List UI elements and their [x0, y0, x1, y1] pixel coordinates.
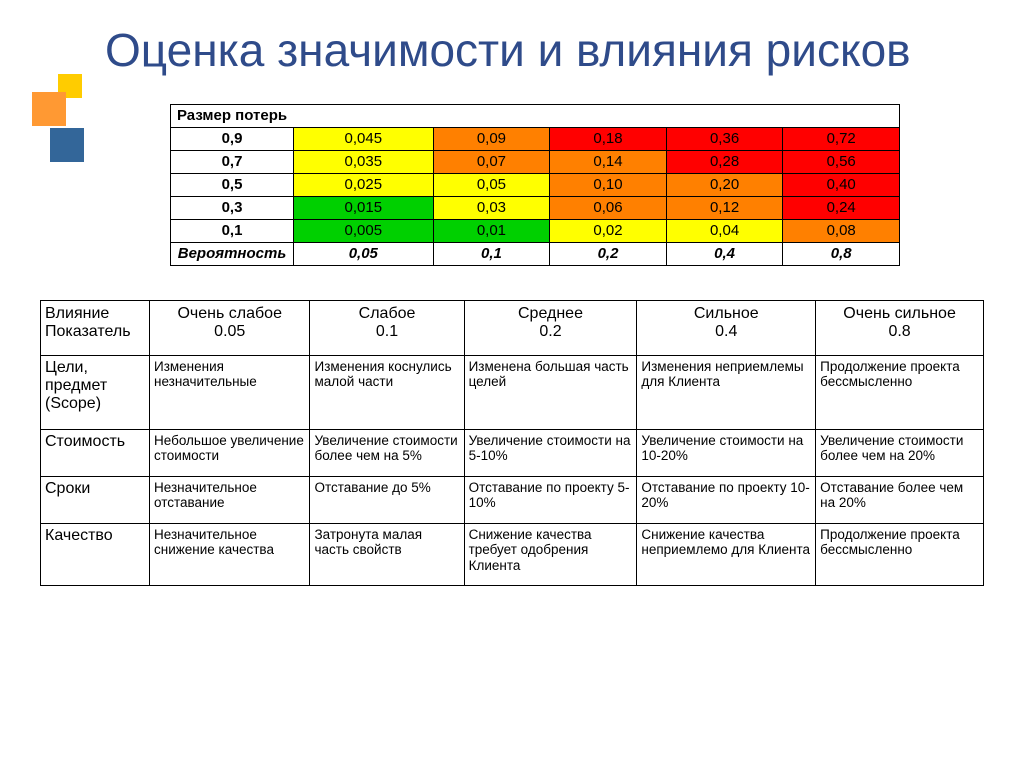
- impact-cell: Увеличение стоимости более чем на 20%: [816, 429, 984, 476]
- impact-corner: ВлияниеПоказатель: [41, 300, 150, 355]
- heatmap-cell: 0,18: [550, 127, 667, 150]
- page-title: Оценка значимости и влияния рисков: [105, 25, 1004, 76]
- impact-cell: Отставание по проекту 10-20%: [637, 476, 816, 523]
- impact-cell: Увеличение стоимости более чем на 5%: [310, 429, 464, 476]
- impact-cell: Незначительное отставание: [150, 476, 310, 523]
- heatmap-row-loss: 0,1: [171, 219, 294, 242]
- impact-cell: Отставание до 5%: [310, 476, 464, 523]
- heatmap-header-label: Размер потерь: [171, 104, 900, 127]
- impact-cell: Изменена большая часть целей: [464, 355, 637, 429]
- heatmap-cell: 0,36: [666, 127, 783, 150]
- heatmap-prob-col: 0,4: [666, 242, 783, 265]
- decor-square-orange: [32, 92, 66, 126]
- impact-cell: Изменения незначительные: [150, 355, 310, 429]
- heatmap-prob-col: 0,05: [294, 242, 434, 265]
- heatmap-prob-col: 0,1: [433, 242, 550, 265]
- heatmap-cell: 0,08: [783, 219, 900, 242]
- heatmap-row-loss: 0,9: [171, 127, 294, 150]
- impact-row-label: Цели, предмет (Scope): [41, 355, 150, 429]
- impact-col-header: Очень сильное0.8: [816, 300, 984, 355]
- heatmap-prob-col: 0,2: [550, 242, 667, 265]
- heatmap-cell: 0,40: [783, 173, 900, 196]
- heatmap-row-loss: 0,3: [171, 196, 294, 219]
- heatmap-cell: 0,015: [294, 196, 434, 219]
- impact-table: ВлияниеПоказательОчень слабое0.05Слабое0…: [40, 300, 984, 587]
- heatmap-cell: 0,025: [294, 173, 434, 196]
- heatmap-row-loss: 0,7: [171, 150, 294, 173]
- heatmap-cell: 0,06: [550, 196, 667, 219]
- impact-cell: Снижение качества требует одобрения Клие…: [464, 523, 637, 586]
- impact-row-label: Качество: [41, 523, 150, 586]
- heatmap-cell: 0,04: [666, 219, 783, 242]
- heatmap-table: Размер потерь0,90,0450,090,180,360,72 0,7…: [170, 104, 900, 266]
- impact-cell: Увеличение стоимости на 10-20%: [637, 429, 816, 476]
- impact-col-header: Слабое0.1: [310, 300, 464, 355]
- heatmap-cell: 0,09: [433, 127, 550, 150]
- heatmap-prob-col: 0,8: [783, 242, 900, 265]
- heatmap-footer-label: Вероятность: [171, 242, 294, 265]
- impact-cell: Незначительное снижение качества: [150, 523, 310, 586]
- heatmap-cell: 0,56: [783, 150, 900, 173]
- impact-cell: Изменения неприемлемы для Клиента: [637, 355, 816, 429]
- impact-cell: Продолжение проекта бессмысленно: [816, 355, 984, 429]
- heatmap-cell: 0,12: [666, 196, 783, 219]
- heatmap-cell: 0,02: [550, 219, 667, 242]
- impact-row-label: Сроки: [41, 476, 150, 523]
- impact-col-header: Среднее0.2: [464, 300, 637, 355]
- heatmap-cell: 0,01: [433, 219, 550, 242]
- impact-cell: Увеличение стоимости на 5-10%: [464, 429, 637, 476]
- heatmap-cell: 0,05: [433, 173, 550, 196]
- heatmap-cell: 0,14: [550, 150, 667, 173]
- heatmap-cell: 0,28: [666, 150, 783, 173]
- heatmap-cell: 0,24: [783, 196, 900, 219]
- impact-cell: Отставание более чем на 20%: [816, 476, 984, 523]
- heatmap-cell: 0,20: [666, 173, 783, 196]
- heatmap-cell: 0,045: [294, 127, 434, 150]
- slide: Оценка значимости и влияния рисков Разме…: [0, 0, 1024, 767]
- impact-cell: Продолжение проекта бессмысленно: [816, 523, 984, 586]
- heatmap-row-loss: 0,5: [171, 173, 294, 196]
- heatmap-cell: 0,005: [294, 219, 434, 242]
- impact-cell: Отставание по проекту 5-10%: [464, 476, 637, 523]
- impact-cell: Затронута малая часть свойств: [310, 523, 464, 586]
- impact-cell: Снижение качества неприемлемо для Клиент…: [637, 523, 816, 586]
- impact-col-header: Сильное0.4: [637, 300, 816, 355]
- impact-cell: Небольшое увеличение стоимости: [150, 429, 310, 476]
- heatmap-cell: 0,035: [294, 150, 434, 173]
- heatmap-cell: 0,72: [783, 127, 900, 150]
- impact-table-wrap: ВлияниеПоказательОчень слабое0.05Слабое0…: [40, 300, 984, 587]
- decor-square-blue: [50, 128, 84, 162]
- impact-col-header: Очень слабое0.05: [150, 300, 310, 355]
- heatmap-cell: 0,10: [550, 173, 667, 196]
- impact-cell: Изменения коснулись малой части: [310, 355, 464, 429]
- heatmap-cell: 0,07: [433, 150, 550, 173]
- heatmap-table-wrap: Размер потерь0,90,0450,090,180,360,72 0,7…: [170, 104, 900, 266]
- heatmap-cell: 0,03: [433, 196, 550, 219]
- impact-row-label: Стоимость: [41, 429, 150, 476]
